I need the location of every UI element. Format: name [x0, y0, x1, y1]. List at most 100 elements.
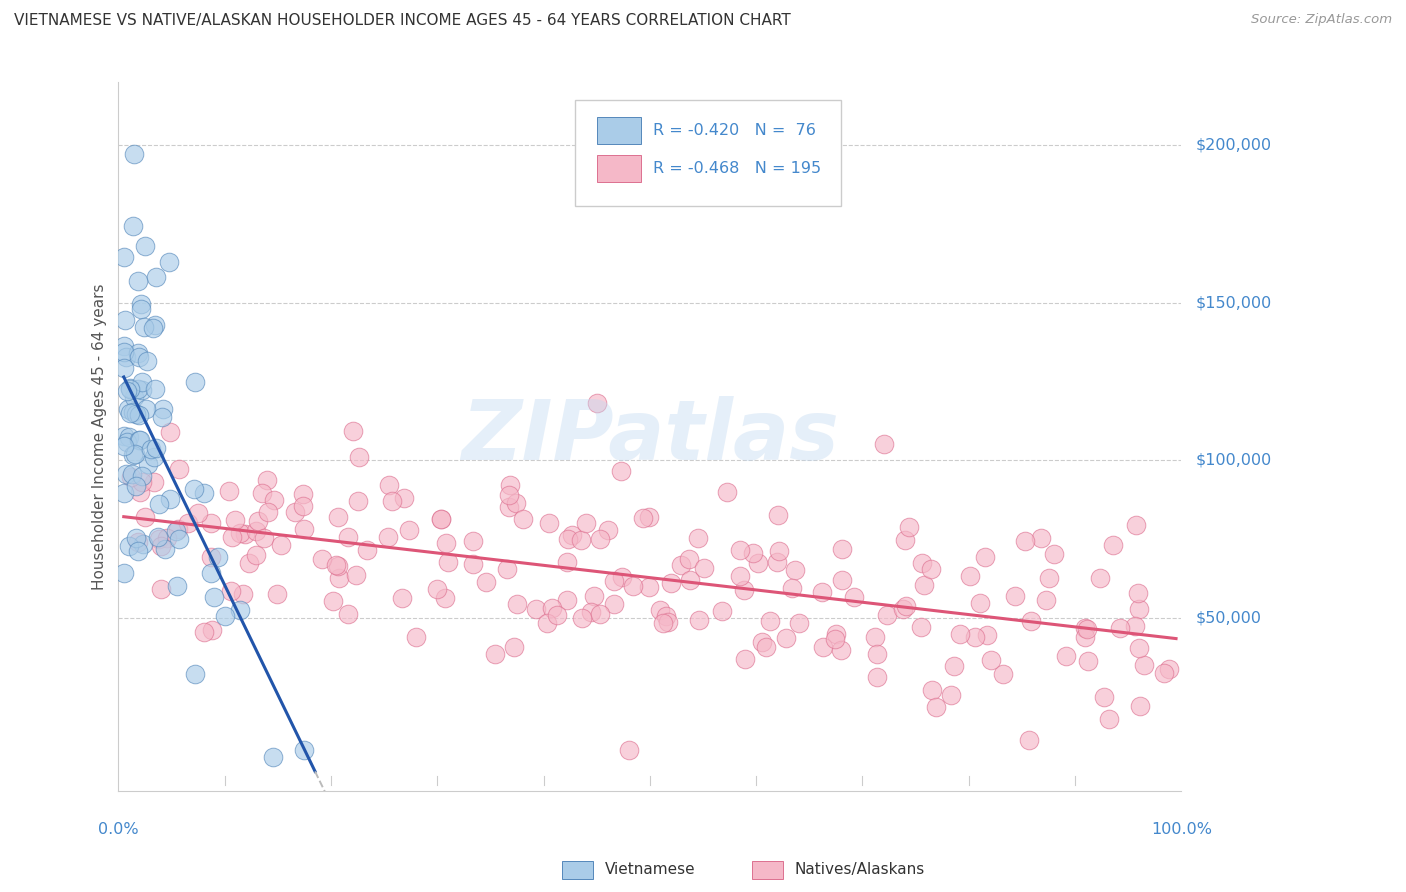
Point: [143, 382, 166, 396]
Point: [166, 579, 188, 593]
Point: [121, 467, 143, 482]
Point: [894, 599, 917, 613]
Point: [328, 571, 350, 585]
Point: [657, 615, 679, 629]
Point: [131, 469, 153, 483]
Point: [177, 516, 200, 530]
Point: [122, 390, 145, 404]
Point: [623, 578, 645, 592]
Point: [873, 437, 896, 451]
Point: [356, 543, 378, 558]
Point: [229, 603, 252, 617]
Point: [780, 582, 803, 596]
Point: [652, 615, 675, 630]
Point: [125, 407, 148, 421]
Text: R = -0.420   N =  76: R = -0.420 N = 76: [652, 122, 815, 137]
Point: [1108, 621, 1130, 635]
Point: [129, 434, 152, 448]
Point: [145, 442, 167, 456]
Point: [546, 608, 568, 623]
Point: [575, 516, 598, 530]
Point: [200, 566, 222, 580]
Point: [949, 627, 972, 641]
Point: [391, 591, 413, 605]
Point: [498, 477, 520, 491]
Point: [184, 667, 207, 681]
Point: [659, 575, 682, 590]
Point: [112, 345, 135, 359]
Point: [115, 435, 138, 450]
Text: $200,000: $200,000: [1195, 137, 1271, 153]
Point: [747, 556, 769, 570]
Point: [538, 516, 561, 531]
Point: [118, 429, 141, 443]
Point: [143, 475, 166, 489]
Point: [1004, 589, 1026, 603]
Point: [498, 488, 520, 502]
Point: [183, 482, 205, 496]
Point: [524, 602, 547, 616]
Text: Natives/Alaskans: Natives/Alaskans: [794, 863, 925, 877]
Point: [1018, 733, 1040, 747]
Point: [734, 652, 756, 666]
Point: [232, 587, 254, 601]
Point: [824, 632, 846, 647]
Point: [142, 321, 165, 335]
Point: [252, 531, 274, 545]
Point: [114, 467, 136, 481]
Point: [429, 512, 451, 526]
Point: [112, 439, 135, 453]
Point: [921, 683, 943, 698]
Point: [166, 524, 188, 539]
Point: [128, 408, 150, 422]
Point: [167, 462, 190, 476]
Point: [765, 555, 787, 569]
Point: [768, 543, 790, 558]
Point: [669, 558, 692, 573]
Point: [263, 492, 285, 507]
Point: [200, 516, 222, 530]
Point: [129, 302, 152, 317]
Point: [134, 510, 156, 524]
Point: [127, 544, 149, 558]
Point: [392, 491, 415, 505]
Point: [728, 542, 751, 557]
Point: [974, 550, 997, 565]
Point: [129, 297, 152, 311]
Point: [325, 558, 347, 573]
Point: [131, 475, 153, 490]
Point: [1128, 640, 1150, 655]
Point: [1123, 619, 1146, 633]
Point: [830, 643, 852, 657]
Point: [136, 354, 159, 368]
Text: Source: ZipAtlas.com: Source: ZipAtlas.com: [1251, 13, 1392, 27]
Point: [150, 582, 173, 597]
Point: [202, 591, 225, 605]
Point: [893, 533, 915, 547]
Point: [1098, 712, 1121, 726]
Point: [692, 561, 714, 575]
Point: [146, 530, 169, 544]
Point: [980, 653, 1002, 667]
Point: [976, 628, 998, 642]
Point: [117, 401, 139, 416]
Point: [512, 512, 534, 526]
Point: [127, 382, 149, 396]
Point: [602, 597, 624, 611]
Text: R = -0.468   N = 195: R = -0.468 N = 195: [652, 161, 821, 176]
Point: [200, 549, 222, 564]
Point: [785, 563, 807, 577]
Point: [555, 593, 578, 607]
Point: [751, 635, 773, 649]
Point: [112, 361, 135, 376]
FancyBboxPatch shape: [575, 100, 841, 206]
Point: [1129, 699, 1152, 714]
Point: [496, 562, 519, 576]
Point: [755, 640, 778, 654]
Point: [132, 537, 155, 551]
Point: [1014, 534, 1036, 549]
Point: [218, 483, 240, 498]
Point: [131, 383, 153, 397]
Point: [969, 596, 991, 610]
Point: [135, 402, 157, 417]
